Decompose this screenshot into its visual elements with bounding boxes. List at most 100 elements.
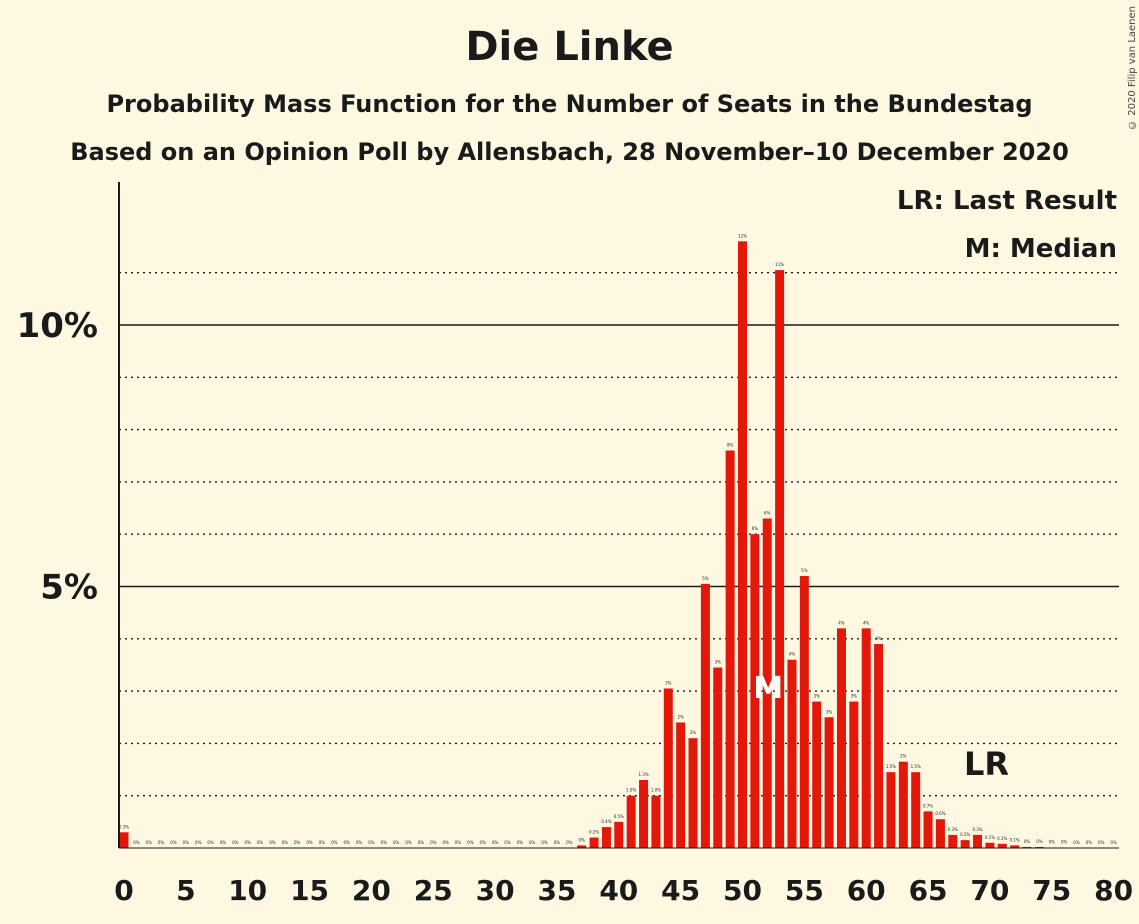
bar-label-seat-48: 3% [715, 660, 722, 665]
bar-label-seat-27: 0% [455, 840, 462, 845]
bar-label-seat-13: 0% [282, 840, 289, 845]
bar-label-seat-11: 0% [257, 840, 264, 845]
bar-label-seat-74: 0% [1036, 839, 1043, 844]
bar-seat-52 [762, 518, 772, 848]
bar-label-seat-79: 0% [1098, 840, 1105, 845]
bar-label-seat-73: 0% [1024, 839, 1031, 844]
chart-title: Die Linke [465, 24, 674, 70]
bar-label-seat-61: 4% [875, 636, 882, 641]
bar-label-seat-59: 3% [851, 694, 858, 699]
bar-label-seat-12: 0% [269, 840, 276, 845]
bar-label-seat-50: 12% [738, 233, 747, 238]
bar-seat-60 [861, 628, 871, 848]
bar-label-seat-77: 0% [1073, 840, 1080, 845]
x-tick-label: 20 [352, 874, 391, 907]
bar-seat-50 [738, 241, 747, 848]
bar-seat-69 [973, 834, 983, 848]
bar-label-seat-25: 0% [430, 840, 437, 845]
bar-label-seat-58: 4% [838, 620, 845, 625]
bar-labels: 0.3% 0% 0% 0% 0% 0% 0% 0% 0% 0% 0% 0% 0% 0% 0% 0% 0% 0% 0%… [119, 233, 1117, 845]
bar-label-seat-20: 0% [368, 840, 375, 845]
bar-label-seat-69: 0.3% [972, 827, 982, 832]
bar-label-seat-56: 3% [814, 694, 821, 699]
chart-subtitle-poll: Based on an Opinion Poll by Allensbach, … [70, 138, 1069, 166]
bar-label-seat-34: 0% [541, 840, 548, 845]
bar-label-seat-80: 0% [1110, 840, 1117, 845]
bar-label-seat-9: 0% [232, 840, 239, 845]
x-tick-label: 25 [414, 874, 453, 907]
bar-label-seat-18: 0% [343, 840, 350, 845]
x-tick-label: 15 [290, 874, 329, 907]
bar-seat-0 [119, 832, 129, 848]
median-marker: M [753, 671, 783, 706]
bar-label-seat-72: 0.1% [1010, 837, 1020, 842]
bar-label-seat-49: 8% [727, 443, 734, 448]
bar-label-seat-21: 0% [381, 840, 388, 845]
bar-seat-41 [626, 795, 636, 848]
x-tick-label: 80 [1094, 874, 1133, 907]
bar-label-seat-38: 0.2% [589, 830, 599, 835]
bar-seat-62 [886, 772, 896, 848]
chart-subtitle: Probability Mass Function for the Number… [106, 90, 1033, 118]
x-tick-label: 70 [970, 874, 1009, 907]
bar-label-seat-19: 0% [356, 840, 363, 845]
bar-seat-42 [639, 780, 649, 848]
bar-label-seat-47: 5% [702, 576, 709, 581]
bar-label-seat-62: 1.5% [886, 764, 896, 769]
bar-seat-74 [1034, 846, 1044, 848]
x-tick-label: 10 [228, 874, 267, 907]
bar-seat-66 [935, 819, 945, 848]
bar-label-seat-75: 0% [1049, 839, 1056, 844]
bar-seat-57 [824, 717, 834, 848]
bar-seat-55 [799, 576, 809, 848]
bar-seat-54 [787, 659, 797, 848]
bar-seat-58 [836, 628, 846, 848]
bar-label-seat-26: 0% [442, 840, 449, 845]
bar-label-seat-0: 0.3% [119, 824, 129, 829]
bar-label-seat-8: 0% [220, 840, 227, 845]
bar-label-seat-32: 0% [517, 840, 524, 845]
x-tick-label: 65 [909, 874, 948, 907]
bar-label-seat-55: 5% [801, 568, 808, 573]
bar-label-seat-52: 6% [764, 511, 771, 516]
legend-median: M: Median [965, 234, 1117, 264]
bar-seat-43 [651, 795, 661, 848]
x-tick-label: 35 [537, 874, 576, 907]
bar-label-seat-31: 0% [504, 840, 511, 845]
bar-seat-40 [614, 821, 624, 848]
bar-seat-46 [688, 738, 698, 848]
grid-lines [119, 272, 1119, 797]
bar-seat-45 [676, 722, 686, 848]
x-tick-label: 45 [661, 874, 700, 907]
bar-seat-70 [985, 842, 995, 848]
bar-label-seat-67: 0.3% [948, 827, 958, 832]
bar-label-seat-29: 0% [480, 840, 487, 845]
bar-label-seat-6: 0% [195, 840, 202, 845]
bar-label-seat-41: 1.0% [626, 788, 636, 793]
bar-seat-59 [849, 701, 859, 848]
y-tick-label: 10% [17, 306, 98, 346]
bar-label-seat-30: 0% [492, 840, 499, 845]
bar-series [119, 241, 1069, 849]
bar-label-seat-17: 0% [331, 840, 338, 845]
bar-label-seat-65: 0.7% [923, 803, 933, 808]
bar-seat-51 [750, 534, 760, 848]
bar-label-seat-64: 1.5% [911, 764, 921, 769]
bar-seat-61 [874, 644, 884, 848]
bar-label-seat-46: 2% [690, 730, 697, 735]
x-tick-labels: 0 5 10 15 20 25 30 35 40 45 50 55 60 65 70 75 80 [114, 874, 1133, 907]
bar-seat-48 [713, 667, 723, 848]
x-tick-label: 0 [114, 874, 133, 907]
bar-label-seat-71: 0.1% [997, 836, 1007, 841]
bar-seat-53 [775, 270, 785, 849]
bar-label-seat-15: 0% [306, 840, 313, 845]
bar-label-seat-54: 4% [789, 652, 796, 657]
bar-seat-68 [960, 840, 970, 848]
bar-seat-47 [700, 583, 710, 848]
bar-label-seat-44: 3% [665, 680, 672, 685]
x-tick-label: 5 [176, 874, 195, 907]
bar-seat-67 [948, 834, 958, 848]
bar-label-seat-37: 0% [579, 837, 586, 842]
bar-label-seat-33: 0% [529, 840, 536, 845]
